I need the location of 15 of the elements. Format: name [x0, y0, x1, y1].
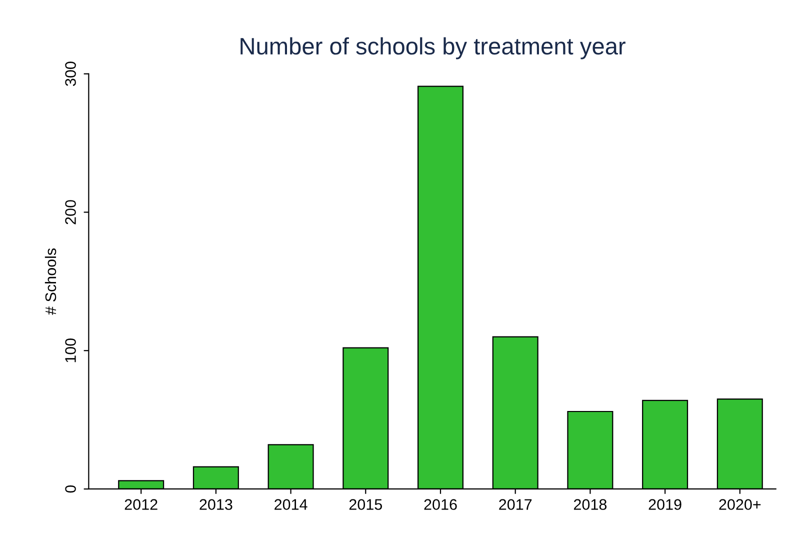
y-tick-label: 0	[65, 485, 76, 493]
x-tick-label: 2018	[574, 499, 607, 510]
y-axis-title: # Schools	[44, 248, 56, 315]
x-tick-label: 2014	[274, 499, 308, 510]
chart-title: Number of schools by treatment year	[240, 37, 626, 60]
y-tick-label: 200	[65, 200, 76, 224]
y-tick-label: 300	[65, 62, 76, 86]
x-tick-label: 2013	[200, 499, 232, 510]
x-tick-label: 2016	[424, 499, 457, 510]
x-tick-label: 2019	[648, 499, 682, 510]
x-tick-label: 2020+	[719, 499, 761, 510]
x-tick-label: 2012	[124, 499, 158, 510]
x-tick-label: 2017	[499, 499, 532, 510]
y-tick-label: 100	[65, 338, 76, 362]
x-tick-label: 2015	[349, 499, 382, 510]
